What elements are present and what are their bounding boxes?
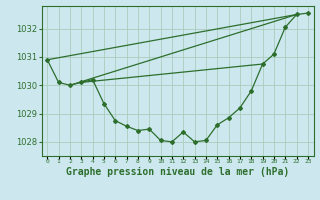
- X-axis label: Graphe pression niveau de la mer (hPa): Graphe pression niveau de la mer (hPa): [66, 167, 289, 177]
